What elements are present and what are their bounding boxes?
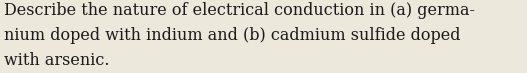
Text: with arsenic.: with arsenic. (4, 52, 110, 69)
Text: Describe the nature of electrical conduction in (a) germa-: Describe the nature of electrical conduc… (4, 2, 475, 19)
Text: nium doped with indium and (b) cadmium sulfide doped: nium doped with indium and (b) cadmium s… (4, 27, 461, 44)
